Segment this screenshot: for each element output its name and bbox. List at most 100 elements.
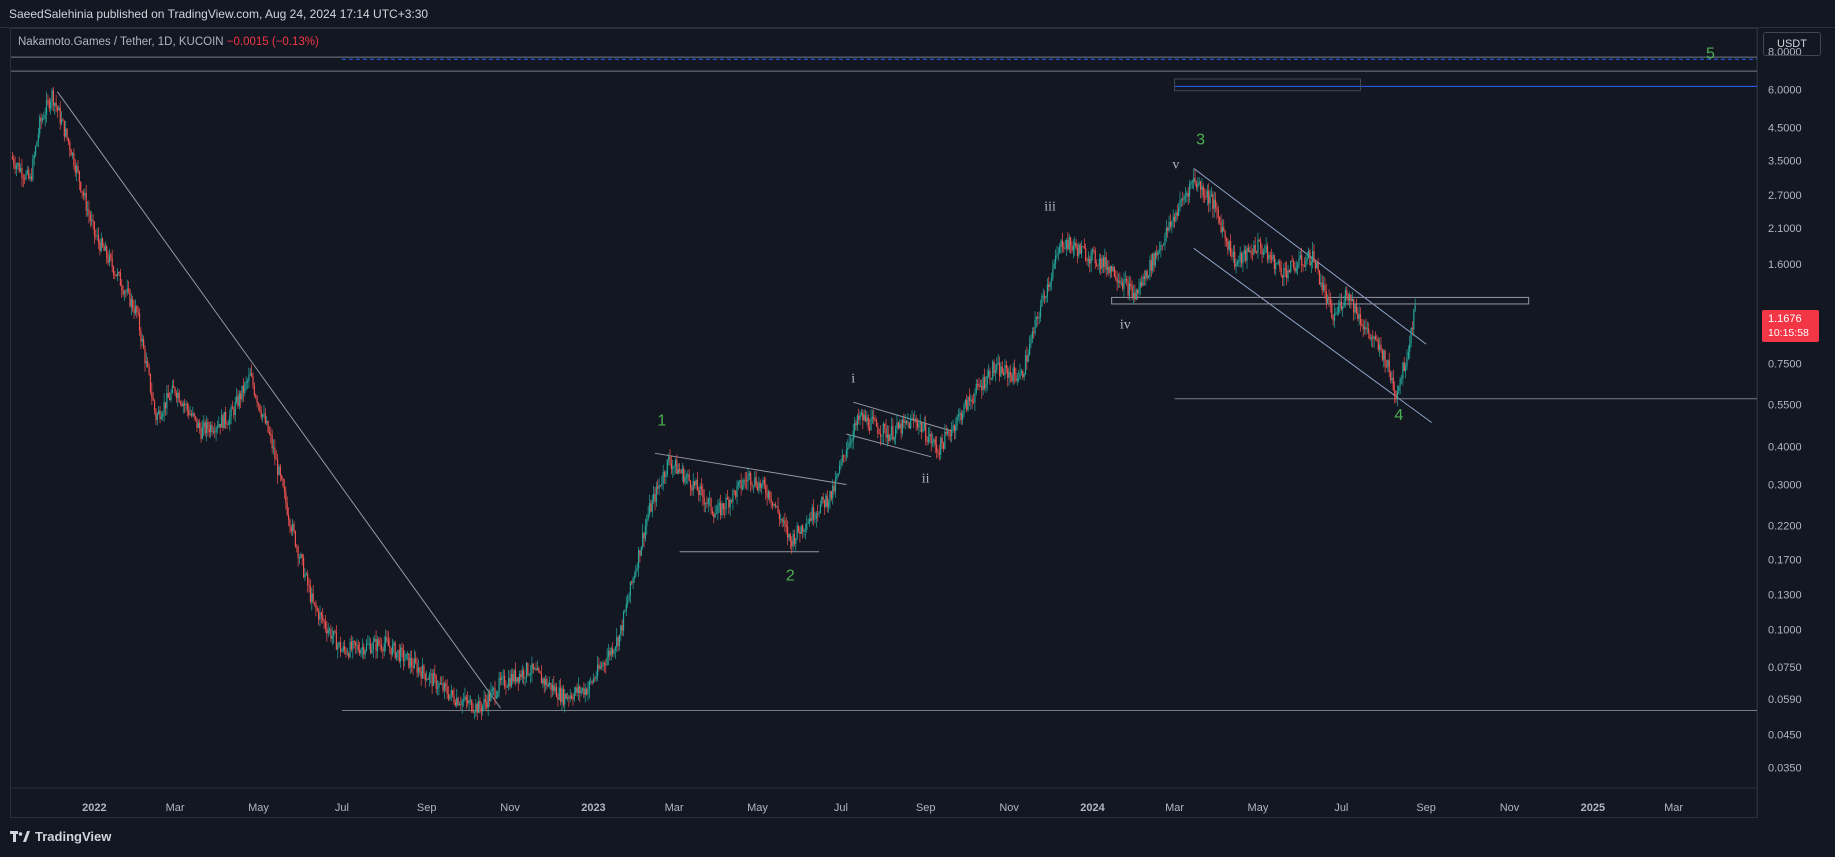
candle-body — [342, 646, 344, 651]
candle-body — [1093, 249, 1095, 251]
candle-body — [1251, 253, 1254, 255]
candle-body — [1190, 181, 1192, 185]
candle-body — [473, 711, 476, 713]
candle-body — [930, 433, 932, 444]
x-tick-label: 2022 — [82, 802, 106, 814]
candle-body — [1373, 336, 1375, 339]
candle-body — [352, 641, 354, 650]
candle-body — [1220, 221, 1222, 233]
candle-body — [1342, 306, 1344, 310]
time-axis[interactable]: 2022 Mar May Jul Sep Nov 2023 Mar May Jul Sep Nov 20… — [82, 802, 1683, 814]
candle-body — [1331, 303, 1333, 318]
candle-body — [834, 479, 837, 492]
candle-body — [773, 503, 775, 506]
candle-body — [592, 678, 595, 683]
candle-body — [114, 274, 116, 276]
candle-body — [331, 636, 333, 639]
candle-body — [1225, 238, 1228, 242]
candle-body — [840, 461, 842, 466]
candle-body — [1049, 281, 1051, 288]
candle-body — [78, 171, 80, 182]
candle-body — [1414, 305, 1416, 310]
candle-body — [673, 466, 675, 467]
candle-body — [333, 630, 335, 637]
candle-body — [856, 415, 858, 426]
candle-body — [569, 695, 571, 699]
candle-body — [1018, 378, 1020, 380]
candle-body — [1123, 279, 1125, 289]
candle-body — [266, 420, 268, 424]
candle-body — [1078, 244, 1080, 257]
candle-body — [1333, 313, 1336, 321]
candle-body — [1135, 289, 1137, 300]
candle-body — [919, 422, 921, 425]
candle-body — [815, 513, 817, 519]
candle-body — [603, 662, 605, 665]
resistance-zone — [1174, 78, 1361, 92]
candle-body — [378, 639, 380, 645]
candle-body — [1307, 250, 1310, 258]
candle-body — [1132, 292, 1135, 297]
candle-body — [107, 257, 109, 263]
candle-body — [718, 503, 720, 506]
candle-body — [256, 397, 258, 404]
candle-body — [751, 484, 753, 486]
candle-body — [1223, 227, 1225, 232]
candle-body — [737, 482, 739, 486]
candle-body — [828, 502, 830, 507]
candle-body — [781, 519, 783, 522]
candle-body — [415, 658, 417, 663]
candle-body — [398, 650, 400, 662]
candle-body — [136, 305, 138, 312]
candle-body — [914, 418, 916, 421]
candle-body — [356, 645, 358, 646]
currency-selector[interactable]: USDT — [1763, 32, 1821, 56]
candle-body — [743, 479, 745, 486]
candle-body — [1141, 282, 1143, 286]
candle-body — [1198, 181, 1200, 184]
candle-body — [1268, 255, 1270, 260]
candle-body — [636, 568, 638, 570]
candle-body — [155, 410, 157, 421]
candle-body — [666, 459, 668, 475]
candle-body — [972, 402, 975, 403]
candle-body — [50, 101, 52, 109]
candle-body — [858, 415, 860, 420]
candle-body — [420, 671, 422, 679]
candle-body — [1024, 355, 1027, 375]
candle-body — [975, 383, 977, 394]
candle-body — [900, 423, 902, 434]
candle-body — [237, 396, 239, 407]
candle-body — [849, 442, 852, 444]
candle-body — [1301, 255, 1303, 266]
candle-body — [159, 410, 161, 419]
candle-body — [21, 167, 23, 178]
candle-body — [635, 569, 637, 576]
symbol-legend[interactable]: Nakamoto.Games / Tether, 1D, KUCOIN −0.0… — [18, 36, 319, 48]
candle-body — [672, 466, 674, 470]
candle-body — [257, 403, 260, 405]
candle-body — [499, 677, 502, 681]
candle-body — [1070, 237, 1072, 246]
candle-body — [1152, 253, 1154, 271]
candle-body — [464, 696, 466, 700]
candle-body — [1063, 247, 1065, 249]
candle-body — [1253, 245, 1255, 254]
candle-body — [253, 385, 255, 395]
candle-body — [359, 650, 361, 654]
candle-body — [963, 404, 965, 415]
candle-body — [134, 305, 137, 314]
candle-body — [29, 176, 31, 179]
candle-body — [647, 513, 649, 520]
candle-body — [14, 164, 16, 169]
candle-body — [1266, 245, 1269, 260]
candle-body — [1295, 267, 1297, 272]
candle-body — [353, 641, 355, 642]
tradingview-logo[interactable]: TradingView — [10, 829, 111, 844]
chart-pane[interactable] — [10, 28, 1758, 818]
candle-body — [535, 668, 537, 671]
price-axis[interactable]: 8.00006.00004.50003.50002.70002.10001.60… — [1768, 47, 1802, 775]
candle-body — [1061, 240, 1064, 248]
candle-body — [709, 498, 711, 500]
